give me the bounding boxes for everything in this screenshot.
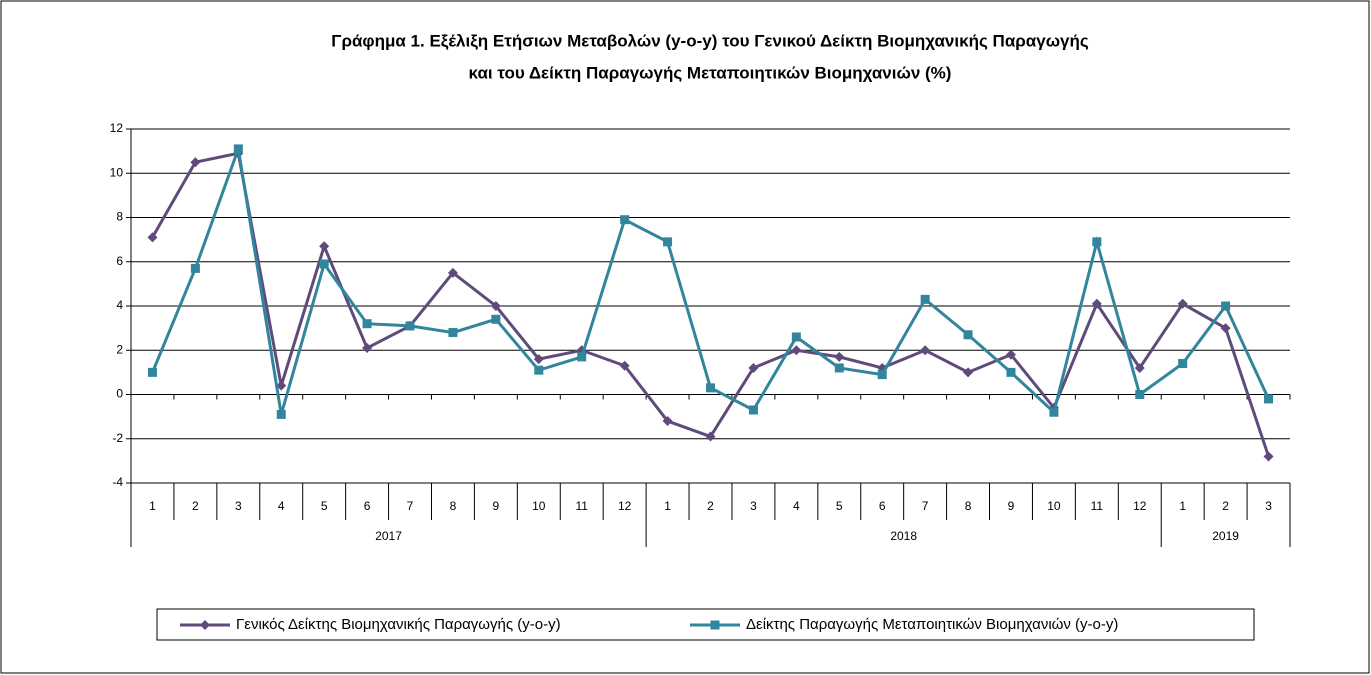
y-tick-label: 12 — [110, 121, 124, 135]
x-tick-label: 12 — [1133, 499, 1147, 513]
data-point — [448, 328, 458, 338]
legend-box — [156, 608, 1255, 641]
legend-label: Δείκτης Παραγωγής Μεταποιητικών Βιομηχαν… — [746, 616, 1118, 633]
x-tick-label: 9 — [493, 499, 500, 513]
data-point — [147, 232, 158, 243]
x-tick-label: 1 — [149, 499, 156, 513]
data-point — [663, 237, 673, 247]
data-point — [705, 431, 716, 442]
data-point — [920, 294, 930, 304]
data-point — [1006, 367, 1016, 377]
data-point — [447, 267, 458, 278]
data-point — [791, 332, 801, 342]
x-tick-label: 8 — [965, 499, 972, 513]
data-point — [1220, 323, 1231, 334]
x-tick-label: 9 — [1008, 499, 1015, 513]
data-point — [1178, 359, 1188, 369]
data-point — [748, 362, 759, 373]
x-group-label: 2019 — [1212, 529, 1239, 543]
data-point — [319, 241, 330, 252]
data-point — [190, 157, 201, 168]
x-tick-label: 11 — [575, 499, 588, 513]
data-point — [319, 259, 329, 269]
data-point — [491, 314, 501, 324]
data-point — [362, 319, 372, 329]
x-tick-label: 11 — [1091, 499, 1104, 513]
y-tick-label: 0 — [116, 387, 123, 401]
data-point — [490, 301, 501, 311]
data-point — [1091, 298, 1102, 309]
data-point — [662, 416, 673, 427]
x-tick-label: 2 — [1222, 499, 1229, 513]
data-point — [620, 215, 630, 225]
data-point — [362, 343, 373, 354]
x-tick-label: 6 — [364, 499, 371, 513]
x-tick-label: 12 — [618, 499, 632, 513]
data-point — [534, 365, 544, 375]
data-point — [748, 405, 758, 415]
chart-title: και του Δείκτη Παραγωγής Μεταποιητικών Β… — [469, 63, 952, 82]
x-tick-label: 4 — [278, 499, 285, 513]
x-tick-label: 4 — [793, 499, 800, 513]
data-point — [1135, 390, 1145, 399]
data-point — [147, 367, 157, 377]
data-point — [1221, 301, 1231, 311]
legend-marker — [200, 620, 210, 630]
chart-title: Γράφημα 1. Εξέλιξη Ετήσιων Μεταβολών (y-… — [331, 31, 1089, 50]
data-point — [276, 380, 287, 391]
data-point — [233, 144, 243, 154]
data-point — [920, 345, 931, 356]
data-point — [405, 321, 415, 331]
x-tick-label: 10 — [1047, 499, 1061, 513]
x-tick-label: 8 — [450, 499, 457, 513]
x-tick-label: 7 — [922, 499, 929, 513]
y-tick-label: 6 — [116, 254, 123, 268]
y-tick-label: -2 — [112, 431, 123, 445]
data-point — [1263, 451, 1274, 462]
x-tick-label: 5 — [321, 499, 328, 513]
data-point — [577, 352, 587, 362]
data-point — [533, 354, 544, 365]
data-point — [1134, 362, 1145, 373]
x-group-label: 2018 — [890, 529, 917, 543]
x-tick-label: 7 — [407, 499, 414, 513]
x-tick-label: 5 — [836, 499, 843, 513]
x-tick-label: 2 — [192, 499, 199, 513]
y-tick-label: 8 — [116, 210, 123, 224]
data-point — [1005, 349, 1016, 360]
x-tick-label: 1 — [1179, 499, 1186, 513]
legend-label: Γενικός Δείκτης Βιομηχανικής Παραγωγής (… — [236, 616, 561, 633]
data-point — [706, 383, 715, 393]
legend-marker — [710, 620, 720, 630]
data-point — [1177, 298, 1188, 309]
data-point — [963, 330, 973, 340]
data-point — [877, 370, 887, 380]
data-point — [1049, 407, 1059, 417]
y-tick-label: 10 — [110, 165, 124, 179]
x-group-label: 2017 — [375, 529, 402, 543]
x-tick-label: 3 — [235, 499, 242, 513]
y-tick-label: -4 — [112, 475, 123, 489]
y-tick-label: 2 — [116, 342, 123, 356]
data-point — [190, 263, 200, 273]
x-tick-label: 2 — [707, 499, 714, 513]
data-point — [276, 409, 286, 419]
data-point — [1092, 237, 1102, 247]
data-point — [834, 363, 844, 373]
data-point — [834, 351, 845, 362]
data-point — [619, 360, 630, 371]
x-tick-label: 6 — [879, 499, 886, 513]
x-tick-label: 3 — [1265, 499, 1272, 513]
data-point — [1264, 394, 1274, 404]
x-tick-label: 10 — [532, 499, 546, 513]
x-tick-label: 1 — [664, 499, 671, 513]
x-tick-label: 3 — [750, 499, 757, 513]
data-point — [791, 345, 802, 356]
data-point — [963, 367, 974, 378]
y-tick-label: 4 — [116, 298, 123, 312]
